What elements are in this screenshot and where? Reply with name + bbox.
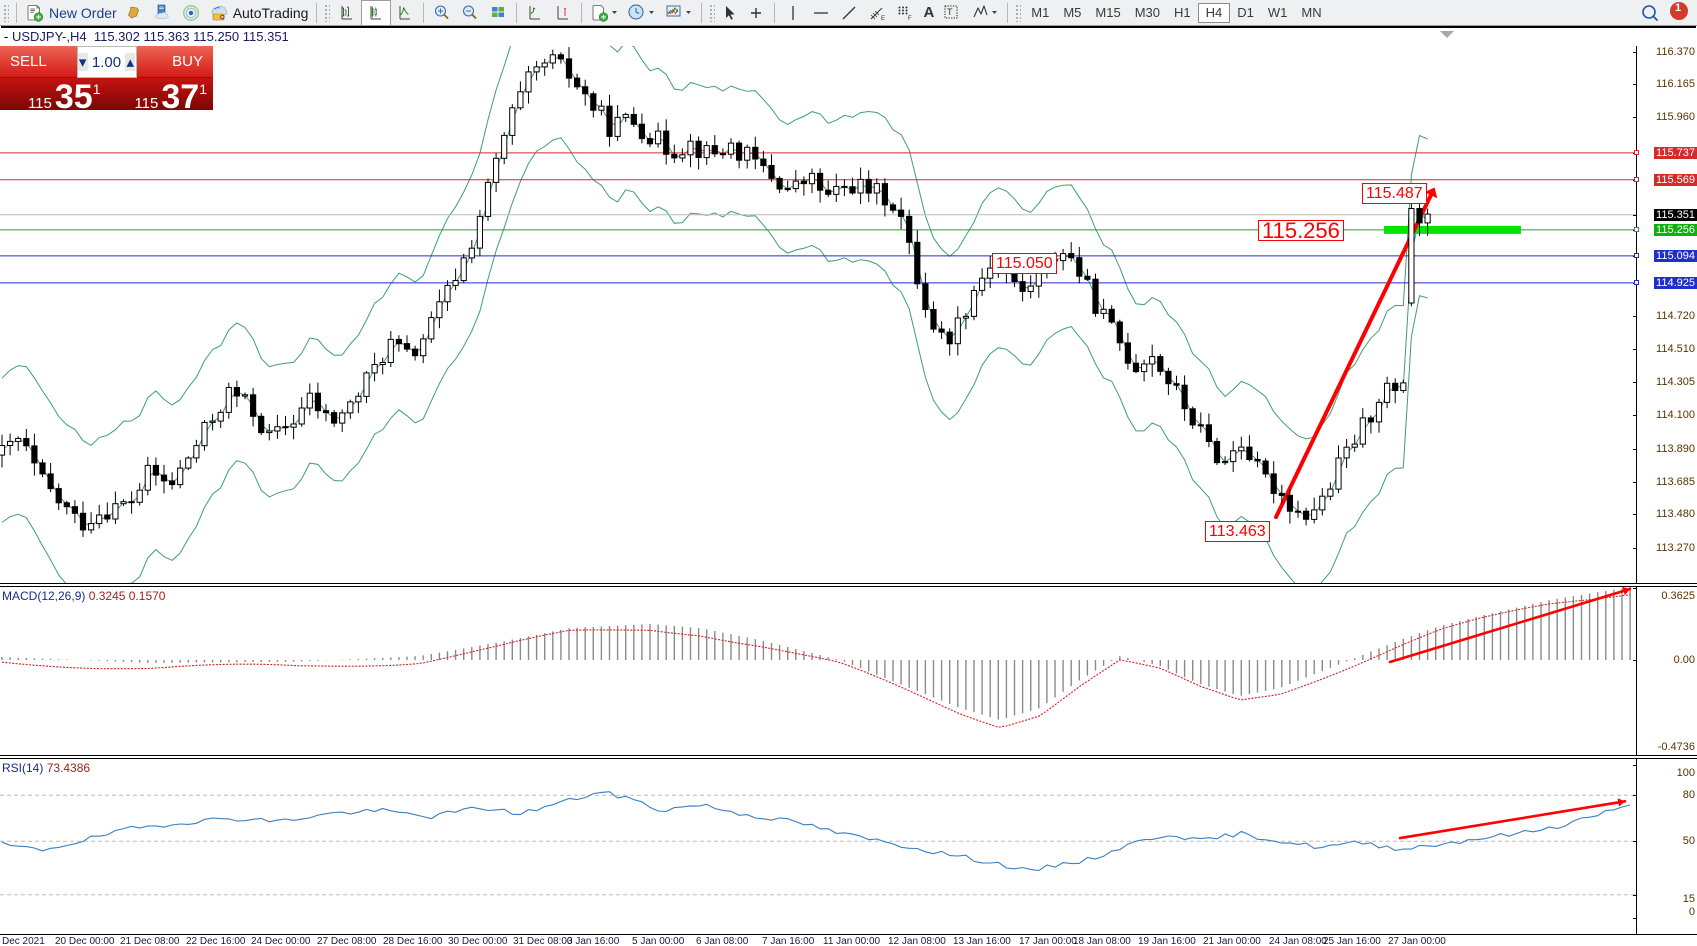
svg-text:T: T [947, 7, 953, 17]
svg-text:F: F [908, 16, 912, 22]
svg-text:E: E [881, 16, 885, 22]
